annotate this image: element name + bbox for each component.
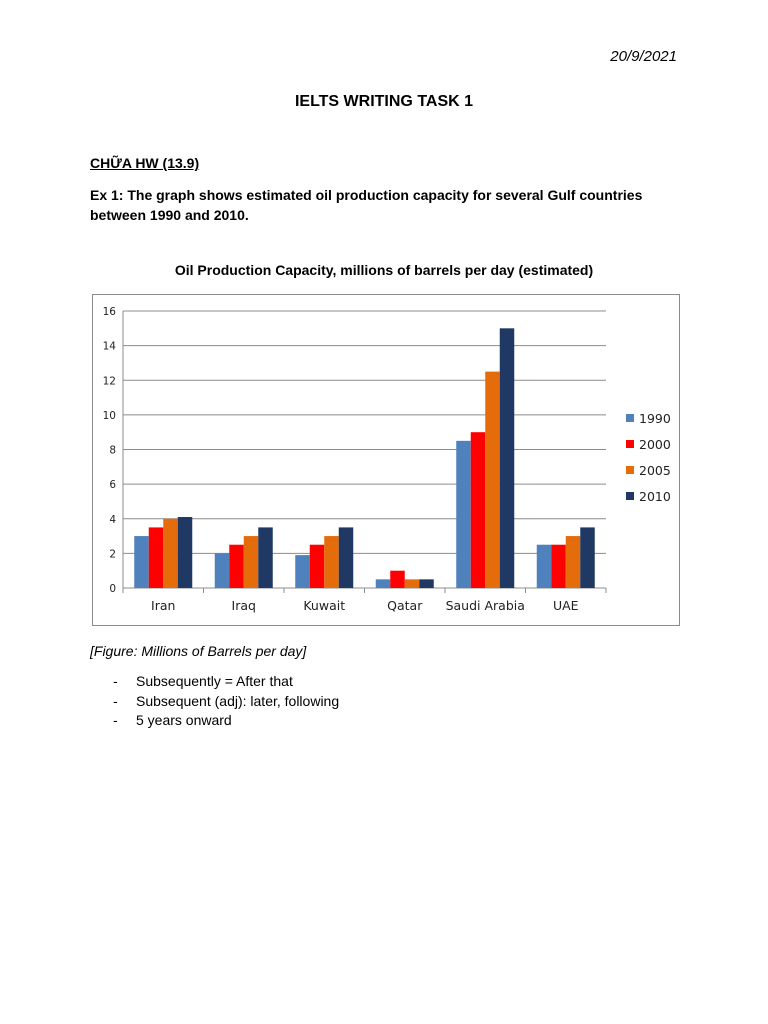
list-item: - 5 years onward bbox=[113, 711, 339, 731]
y-tick-label: 14 bbox=[103, 341, 117, 353]
legend-label: 2000 bbox=[639, 437, 671, 452]
note-text: Subsequently = After that bbox=[136, 673, 293, 689]
bar bbox=[243, 536, 259, 588]
bar bbox=[551, 544, 566, 588]
list-bullet: - bbox=[113, 692, 118, 709]
bar bbox=[309, 544, 325, 588]
bar bbox=[536, 544, 552, 588]
y-tick-label: 8 bbox=[109, 445, 116, 457]
x-tick-label: Saudi Arabia bbox=[446, 598, 525, 613]
list-bullet: - bbox=[113, 712, 118, 728]
bar bbox=[295, 555, 310, 588]
list-item: - Subsequently = After that bbox=[113, 672, 339, 692]
bar bbox=[499, 328, 515, 588]
bar bbox=[456, 440, 471, 588]
bar bbox=[390, 570, 405, 588]
bar bbox=[258, 527, 273, 588]
chart-title: Oil Production Capacity, millions of bar… bbox=[174, 262, 594, 278]
figure-caption: [Figure: Millions of Barrels per day] bbox=[90, 643, 307, 659]
bar bbox=[134, 536, 149, 588]
bar bbox=[419, 579, 434, 588]
chart-frame: 0 2 4 6 8 10 12 14 16 Iran Iraq Kuwait Qatar Saudi Ar… bbox=[92, 294, 680, 626]
list-item: - Subsequent (adj): later, following bbox=[113, 692, 339, 712]
y-tick-label: 6 bbox=[109, 479, 116, 491]
legend-swatch bbox=[626, 440, 634, 448]
legend-swatch bbox=[626, 466, 634, 474]
homework-heading: CHỮA HW (13.9) bbox=[90, 155, 200, 171]
bar bbox=[148, 527, 164, 588]
page-title: IELTS WRITING TASK 1 bbox=[294, 93, 474, 110]
legend-label: 2005 bbox=[639, 463, 671, 478]
legend-swatch bbox=[626, 492, 634, 500]
y-tick-label: 2 bbox=[109, 548, 116, 560]
x-tick-label: Kuwait bbox=[303, 598, 345, 613]
note-text: Subsequent (adj): later, following bbox=[136, 692, 340, 709]
legend-swatch bbox=[626, 414, 634, 422]
bar bbox=[177, 517, 193, 588]
legend-label: 2010 bbox=[639, 489, 671, 504]
list-bullet: - bbox=[113, 673, 118, 689]
bar bbox=[229, 544, 244, 588]
exercise-prompt: Ex 1: The graph shows estimated oil prod… bbox=[90, 187, 643, 223]
y-tick-label: 12 bbox=[103, 375, 116, 387]
bar bbox=[470, 432, 486, 588]
bar-chart: 0 2 4 6 8 10 12 14 16 Iran Iraq Kuwait Qatar Saudi Ar… bbox=[103, 306, 671, 613]
y-tick-label: 0 bbox=[109, 583, 116, 595]
y-tick-label: 4 bbox=[109, 514, 116, 526]
y-tick-label: 10 bbox=[103, 410, 116, 422]
bar bbox=[404, 579, 420, 588]
bar bbox=[338, 527, 354, 588]
bar bbox=[324, 536, 339, 588]
x-tick-label: Iraq bbox=[232, 598, 256, 613]
note-text: 5 years onward bbox=[136, 712, 232, 728]
bar bbox=[580, 527, 595, 588]
notes-list: - Subsequently = After that - Subsequent… bbox=[113, 672, 339, 731]
bar bbox=[375, 579, 391, 588]
y-tick-label: 16 bbox=[103, 306, 117, 318]
bar bbox=[485, 371, 500, 588]
x-tick-label: Qatar bbox=[387, 598, 423, 613]
bar bbox=[163, 518, 178, 588]
x-tick-label: Iran bbox=[151, 598, 175, 613]
bar bbox=[565, 536, 581, 588]
legend-label: 1990 bbox=[639, 411, 671, 426]
bar bbox=[214, 553, 230, 588]
x-tick-label: UAE bbox=[553, 598, 579, 613]
document-date: 20/9/2021 bbox=[610, 48, 677, 65]
